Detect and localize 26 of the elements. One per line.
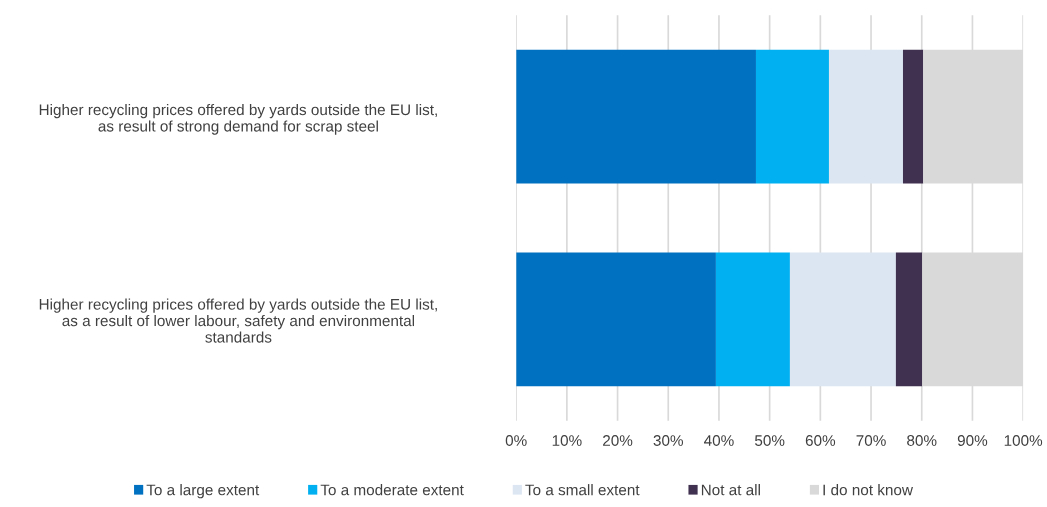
x-tick-label: 0% xyxy=(505,435,527,446)
bar xyxy=(902,49,924,184)
legend-label: To a moderate extent xyxy=(320,484,464,496)
x-tick-label: 40% xyxy=(704,435,734,446)
bar xyxy=(755,49,829,184)
bar xyxy=(828,49,903,184)
x-tick-label: 30% xyxy=(653,435,683,446)
bar xyxy=(516,252,716,387)
legend-label: Not at all xyxy=(701,484,760,496)
legend-label: To a small extent xyxy=(525,484,640,496)
x-tick-label: 60% xyxy=(805,435,836,446)
x-tick-label: 70% xyxy=(856,435,886,446)
x-tick-label: 100% xyxy=(1004,435,1043,446)
bar xyxy=(715,252,790,387)
bar xyxy=(895,252,923,387)
y-tick-label: Higher recycling prices offered by yards outside the EU list, as a result of lower labour, safety and environmental standards xyxy=(39,298,437,343)
x-tick-label: 20% xyxy=(603,435,633,446)
legend-label: To a large extent xyxy=(146,484,260,499)
x-tick-label: 50% xyxy=(754,435,785,446)
bar xyxy=(516,49,756,184)
y-tick-label: Higher recycling prices offered by yards outside the EU list, as result of strong demand for scrap steel xyxy=(39,103,437,135)
x-tick-label: 90% xyxy=(957,435,988,446)
x-tick-label: 80% xyxy=(907,435,937,446)
bar xyxy=(789,252,896,387)
x-tick-label: 10% xyxy=(552,435,582,446)
legend-label: I do not know xyxy=(823,484,913,496)
